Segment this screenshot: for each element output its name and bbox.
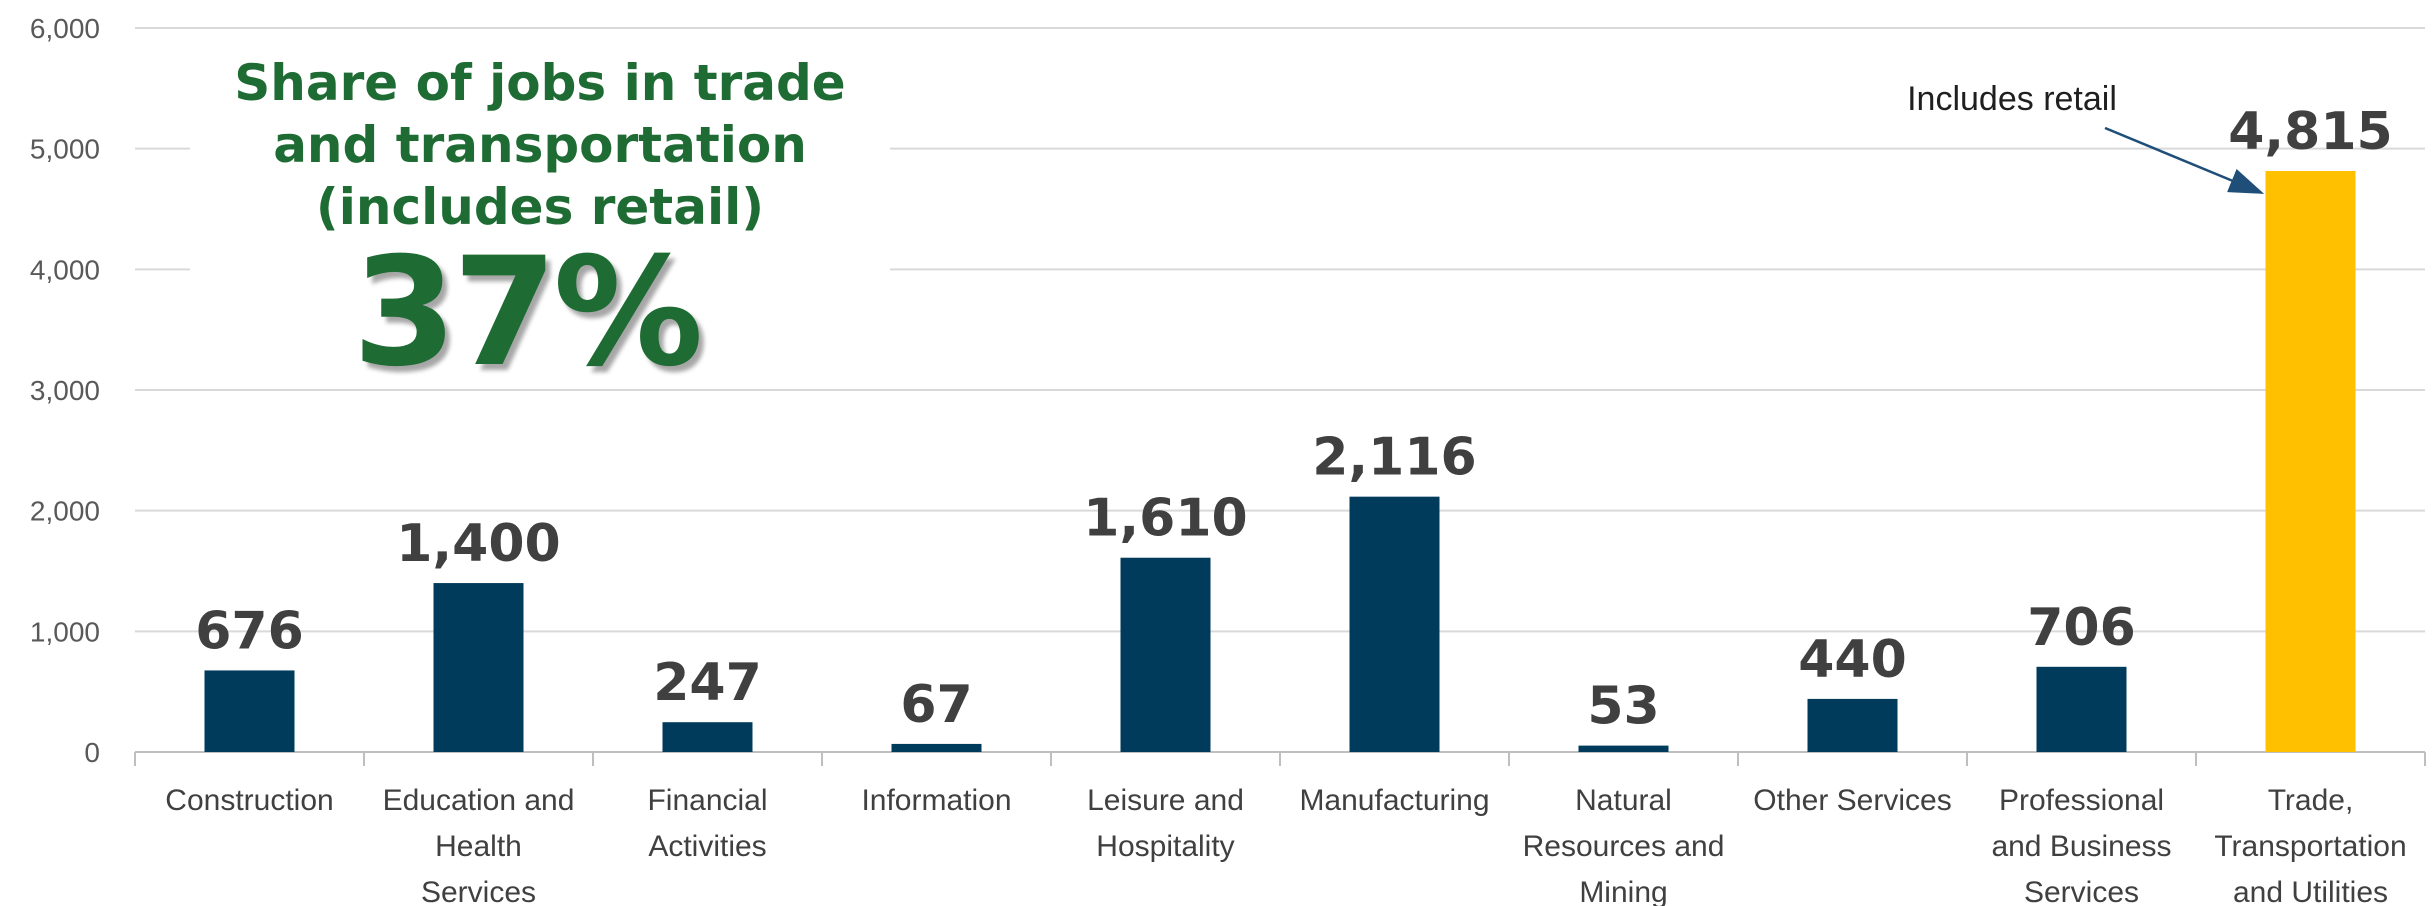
headline-line-2: and transportation — [190, 114, 890, 176]
x-category-label-line: Manufacturing — [1299, 784, 1489, 817]
headline-line-1: Share of jobs in trade — [190, 52, 890, 114]
x-category-label: Education and Health Services — [383, 784, 575, 906]
annotation: Includes retail — [1907, 80, 2259, 192]
bar — [892, 744, 982, 752]
x-category-label-line: Financial — [647, 784, 767, 817]
x-category-label-line: Trade, — [2268, 784, 2354, 817]
x-category-label: Other Services — [1753, 784, 1951, 817]
y-tick-label: 1,000 — [30, 616, 100, 647]
bar — [663, 722, 753, 752]
data-label: 4,815 — [2228, 102, 2392, 162]
x-category-label: Construction — [165, 784, 333, 817]
y-tick-label: 4,000 — [30, 254, 100, 285]
data-label: 2,116 — [1312, 428, 1476, 488]
x-category-label-line: Services — [421, 876, 536, 906]
x-category-label-line: Leisure and — [1087, 784, 1244, 817]
headline-text: Share of jobs in trade and transportatio… — [190, 48, 890, 238]
x-category-label: Trade, Transportation and Utilities — [2214, 784, 2406, 906]
x-category-label-line: Hospitality — [1096, 830, 1234, 863]
x-category-label-line: Resources and — [1523, 830, 1725, 863]
x-category-label-line: Other Services — [1753, 784, 1951, 817]
y-tick-label: 3,000 — [30, 375, 100, 406]
x-category-label-line: Services — [2024, 876, 2139, 906]
x-category-label-line: Health — [435, 830, 522, 863]
x-category-label-line: Information — [861, 784, 1011, 817]
headline-callout: Share of jobs in trade and transportatio… — [190, 48, 890, 388]
x-category-label: Natural Resources and Mining — [1523, 784, 1725, 906]
x-category-label-line: Natural — [1575, 784, 1672, 817]
x-category-label-line: Transportation — [2214, 830, 2406, 863]
y-axis-ticks: 0 1,000 2,000 3,000 4,000 5,000 6,000 — [30, 13, 100, 768]
data-label: 1,400 — [396, 514, 560, 574]
bar — [2266, 171, 2356, 752]
category-labels: Construction Education and Health Services F… — [165, 784, 2406, 906]
x-category-label-line: Activities — [648, 830, 766, 863]
x-category-label: Leisure and Hospitality — [1087, 784, 1244, 863]
y-tick-label: 5,000 — [30, 134, 100, 165]
x-category-label: Financial Activities — [647, 784, 767, 863]
data-label: 247 — [653, 653, 762, 713]
bar — [205, 670, 295, 752]
y-tick-label: 2,000 — [30, 496, 100, 527]
bar — [2037, 667, 2127, 752]
bar — [434, 583, 524, 752]
headline-percent: 37% — [162, 238, 890, 388]
bar — [1808, 699, 1898, 752]
data-label: 67 — [900, 675, 972, 735]
x-category-label-line: Construction — [165, 784, 333, 817]
bar — [1579, 746, 1669, 752]
x-category-label-line: and Utilities — [2233, 876, 2388, 906]
x-category-label-line: Education and — [383, 784, 575, 817]
data-label: 53 — [1587, 677, 1659, 737]
data-label: 706 — [2027, 598, 2136, 658]
x-category-label: Professional and Business Services — [1991, 784, 2171, 906]
annotation-text: Includes retail — [1907, 80, 2117, 118]
data-label: 1,610 — [1083, 489, 1247, 549]
y-tick-label: 6,000 — [30, 13, 100, 44]
data-label: 440 — [1798, 630, 1907, 690]
x-category-label: Information — [861, 784, 1011, 817]
bar — [1350, 497, 1440, 752]
x-category-label-line: Mining — [1579, 876, 1667, 906]
data-label: 676 — [195, 601, 304, 661]
x-category-label: Manufacturing — [1299, 784, 1489, 817]
x-category-label-line: Professional — [1999, 784, 2164, 817]
bar — [1121, 558, 1211, 752]
x-category-label-line: and Business — [1991, 830, 2171, 863]
y-tick-label: 0 — [84, 737, 100, 768]
